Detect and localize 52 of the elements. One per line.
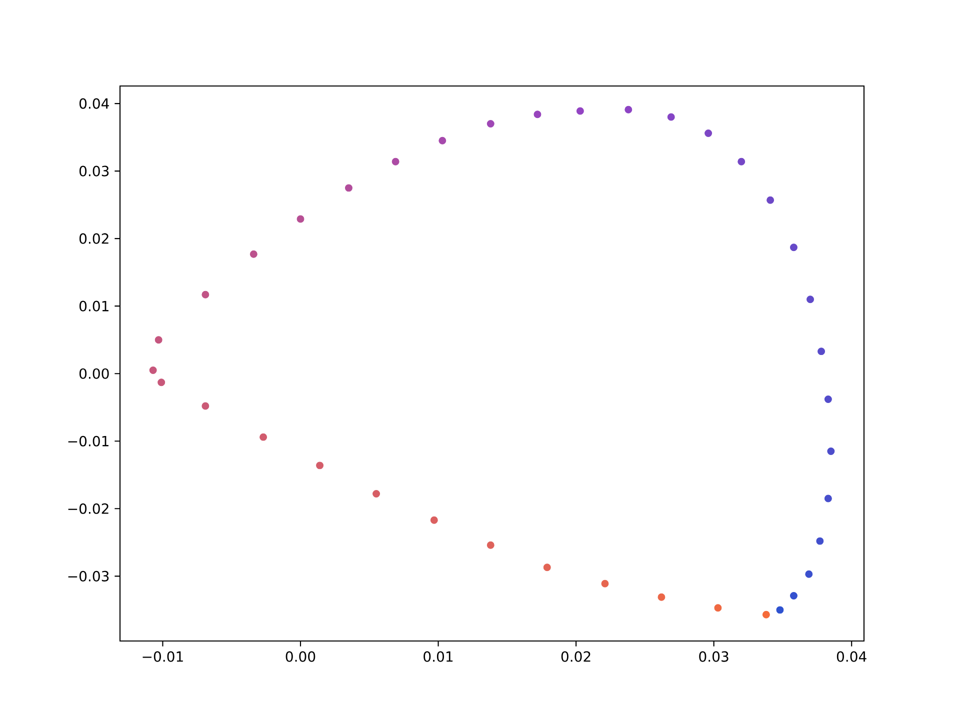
- point: [534, 110, 542, 118]
- x-tick-label: 0.03: [699, 651, 728, 662]
- point: [816, 537, 824, 545]
- x-tick-label: −0.01: [142, 651, 183, 662]
- y-tick-label: −0.02: [68, 503, 108, 514]
- y-tick-label: 0.02: [79, 233, 108, 244]
- y-tick-label: −0.01: [68, 436, 108, 446]
- point: [806, 296, 814, 304]
- point: [667, 113, 675, 121]
- x-tick-label: 0.00: [286, 651, 316, 662]
- point: [738, 158, 746, 166]
- point: [316, 462, 324, 470]
- point: [149, 366, 157, 374]
- x-tick-label: 0.04: [836, 651, 866, 662]
- point: [260, 433, 268, 441]
- x-tick-label: 0.02: [561, 651, 590, 662]
- point: [202, 290, 210, 298]
- point: [158, 378, 166, 386]
- point: [827, 448, 835, 455]
- point: [805, 570, 813, 578]
- point: [824, 494, 832, 502]
- x-tick-label: 0.01: [424, 651, 453, 662]
- point: [372, 490, 380, 498]
- point: [601, 580, 609, 588]
- point: [776, 606, 784, 614]
- point: [790, 592, 798, 600]
- y-tick-label: 0.04: [79, 98, 109, 109]
- point: [704, 130, 712, 137]
- point: [762, 610, 770, 618]
- point: [824, 396, 832, 403]
- point: [714, 604, 722, 612]
- point: [576, 107, 584, 115]
- point: [430, 516, 438, 524]
- y-tick-label: −0.03: [68, 570, 109, 582]
- point: [486, 541, 494, 549]
- y-tick-label: 0.00: [79, 368, 109, 379]
- point: [624, 106, 632, 114]
- point: [344, 184, 352, 192]
- point: [392, 158, 400, 166]
- y-tick-label: 0.01: [79, 300, 108, 312]
- point: [790, 244, 798, 252]
- point: [202, 402, 210, 410]
- point: [818, 348, 826, 356]
- point: [296, 215, 304, 223]
- point: [154, 336, 162, 344]
- point: [438, 136, 446, 144]
- point: [766, 196, 774, 204]
- point: [250, 250, 258, 258]
- point: [658, 593, 666, 601]
- point: [486, 120, 494, 128]
- point: [543, 564, 551, 572]
- y-tick-label: 0.03: [79, 166, 109, 176]
